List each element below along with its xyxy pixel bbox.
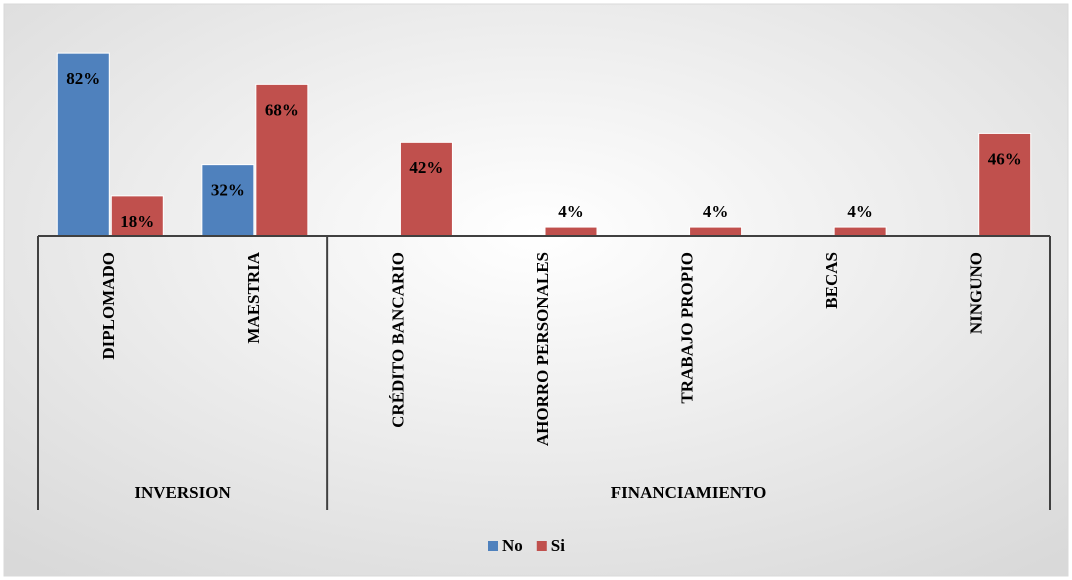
- x-tick-label: DIPLOMADO: [99, 252, 118, 360]
- data-label: 46%: [988, 149, 1022, 168]
- legend-swatch: [536, 541, 547, 551]
- legend-label: Si: [551, 536, 565, 555]
- x-tick-label: AHORRO PERSONALES: [533, 252, 552, 446]
- bar: [399, 141, 453, 237]
- group-label: FINANCIAMIENTO: [611, 483, 767, 502]
- x-tick-label: BECAS: [822, 252, 841, 309]
- x-tick-label: NINGUNO: [967, 252, 986, 334]
- bar: [689, 226, 743, 237]
- bar: [56, 52, 110, 237]
- data-label: 4%: [558, 202, 584, 221]
- bar: [201, 164, 255, 237]
- data-label: 4%: [847, 202, 873, 221]
- chart-background: [3, 3, 1069, 577]
- bar: [255, 83, 309, 237]
- data-label: 42%: [409, 158, 443, 177]
- x-tick-label: MAESTRIA: [244, 251, 263, 343]
- data-label: 82%: [66, 69, 100, 88]
- group-label: INVERSION: [134, 483, 231, 502]
- data-label: 18%: [120, 212, 154, 231]
- data-label: 4%: [703, 202, 729, 221]
- bar: [544, 226, 598, 237]
- legend-swatch: [488, 541, 498, 551]
- data-label: 32%: [211, 181, 245, 200]
- x-tick-label: CRÉDITO BANCARIO: [388, 252, 407, 428]
- x-tick-label: TRABAJO PROPIO: [677, 252, 696, 404]
- data-label: 68%: [265, 100, 299, 119]
- legend-label: No: [502, 536, 523, 555]
- bar: [833, 226, 887, 237]
